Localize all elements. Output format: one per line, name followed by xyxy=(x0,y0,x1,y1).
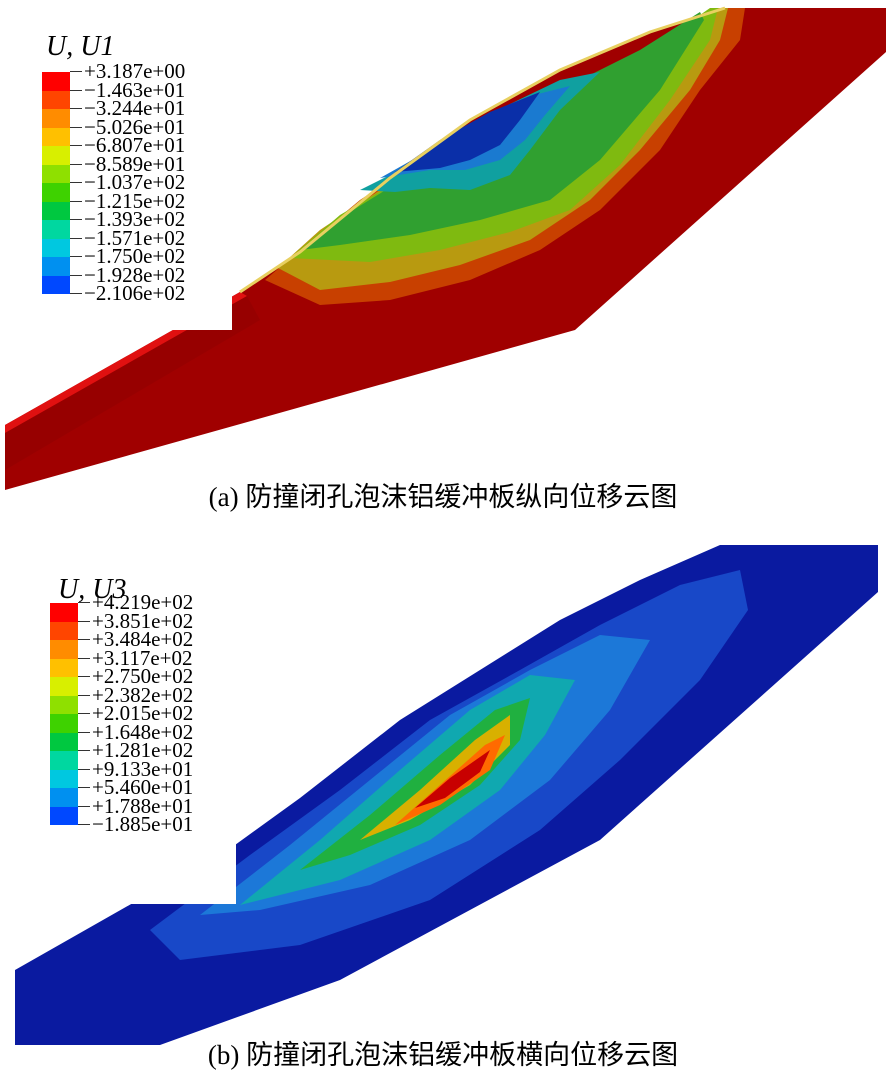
legend-swatch-12 xyxy=(50,806,78,825)
legend-value: +1.281e+02 xyxy=(78,740,228,760)
legend-value: +2.382e+02 xyxy=(78,684,228,705)
contour-band-green xyxy=(300,698,530,870)
legend-value: −1.037e+02 xyxy=(70,172,220,192)
legend-swatch-3 xyxy=(42,109,70,128)
legend-swatch-8 xyxy=(42,201,70,220)
contour-plot-u1 xyxy=(5,6,886,490)
legend-value: +3.117e+02 xyxy=(78,647,228,668)
legend-value: +4.219e+02 xyxy=(78,592,228,612)
legend-swatch-3 xyxy=(50,640,78,659)
legend-swatch-2 xyxy=(50,621,78,640)
legend-value: +1.788e+01 xyxy=(78,795,228,816)
legend-swatch-2 xyxy=(42,90,70,109)
legend-value: −1.463e+01 xyxy=(70,79,220,100)
legend-value: −3.244e+01 xyxy=(70,98,220,118)
legend-swatch-1 xyxy=(42,72,70,91)
panel-transverse-displacement: U, U3 +4.219e+02 +3.851e+02 +3.484e+02 +… xyxy=(0,540,886,1084)
legend-value: −1.393e+02 xyxy=(70,209,220,229)
legend-swatch-4 xyxy=(42,127,70,146)
legend-value-labels: +4.219e+02 +3.851e+02 +3.484e+02 +3.117e… xyxy=(78,592,228,834)
contour-plot-u3 xyxy=(15,545,878,1045)
legend-value: +5.460e+01 xyxy=(78,777,228,797)
legend-value: +3.484e+02 xyxy=(78,629,228,649)
legend-swatch-7 xyxy=(50,714,78,733)
legend-panel xyxy=(0,577,236,904)
legend-swatch-9 xyxy=(50,751,78,770)
legend-value: −8.589e+01 xyxy=(70,153,220,174)
legend-swatch-6 xyxy=(50,695,78,714)
legend-swatch-10 xyxy=(42,238,70,257)
legend-swatch-11 xyxy=(42,257,70,276)
contour-band-red-core xyxy=(415,750,490,808)
contour-band-dark-blue xyxy=(395,92,540,172)
legend-value-labels: +3.187e+00 −1.463e+01 −3.244e+01 −5.026e… xyxy=(70,61,220,303)
legend-swatch-12 xyxy=(42,275,70,294)
legend-value: +9.133e+01 xyxy=(78,758,228,779)
legend-title: U, U3 xyxy=(58,574,127,605)
legend-value: −1.215e+02 xyxy=(70,190,220,211)
legend-value: +1.648e+02 xyxy=(78,721,228,742)
legend-value: −1.750e+02 xyxy=(70,246,220,266)
legend-value: −5.026e+01 xyxy=(70,116,220,137)
contour-band-yellow xyxy=(360,715,510,840)
legend-swatch-5 xyxy=(42,146,70,165)
legend-value: −6.807e+01 xyxy=(70,135,220,155)
legend-swatch-8 xyxy=(50,732,78,751)
figure-caption-b: (b) 防撞闭孔泡沫铝缓冲板横向位移云图 xyxy=(207,1040,679,1070)
legend-panel xyxy=(0,0,232,330)
legend-value: +2.750e+02 xyxy=(78,666,228,686)
legend-swatch-11 xyxy=(50,788,78,807)
legend-color-bar xyxy=(42,72,70,294)
legend-swatch-6 xyxy=(42,164,70,183)
beam-side-shade xyxy=(5,296,260,470)
legend-swatch-5 xyxy=(50,677,78,696)
legend-swatch-7 xyxy=(42,183,70,202)
legend-swatch-9 xyxy=(42,220,70,239)
legend-value: +2.015e+02 xyxy=(78,703,228,723)
legend-swatch-10 xyxy=(50,769,78,788)
legend-value: −2.106e+02 xyxy=(70,283,220,303)
legend-title: U, U1 xyxy=(46,31,115,62)
figure-caption-a: (a) 防撞闭孔泡沫铝缓冲板纵向位移云图 xyxy=(208,482,678,512)
legend-color-bar xyxy=(50,603,78,825)
legend-value: −1.928e+02 xyxy=(70,264,220,285)
legend-swatch-1 xyxy=(50,603,78,622)
legend-value: −1.885e+01 xyxy=(78,814,228,834)
legend-value: +3.851e+02 xyxy=(78,610,228,631)
surface-highlight xyxy=(239,6,726,294)
panel-longitudinal-displacement: U, U1 +3.187e+00 −1.463e+01 −3.244e+01 −… xyxy=(0,0,886,540)
legend-value: −1.571e+02 xyxy=(70,227,220,248)
legend-swatch-4 xyxy=(50,658,78,677)
legend-value: +3.187e+00 xyxy=(70,61,220,81)
